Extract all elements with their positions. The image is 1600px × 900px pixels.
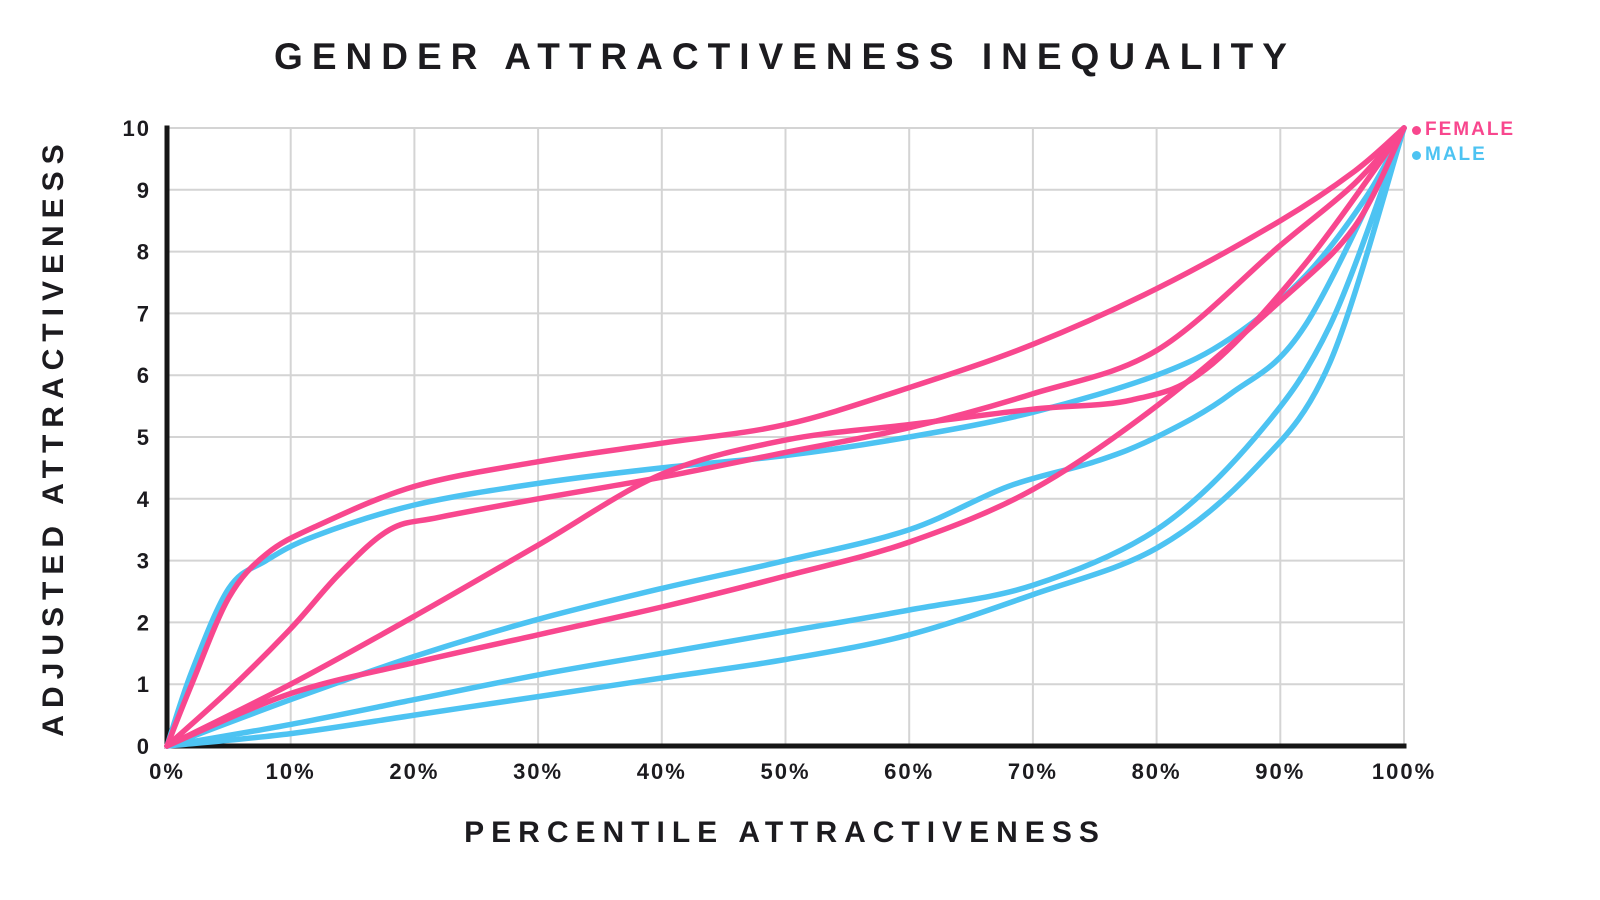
- x-tick-label: 90%: [1255, 759, 1305, 784]
- x-tick-label: 70%: [1008, 759, 1058, 784]
- x-tick-label: 10%: [266, 759, 316, 784]
- series-line-female-1: [164, 125, 1407, 749]
- y-tick-label: 0: [137, 734, 151, 759]
- legend-dot: [1412, 150, 1421, 160]
- legend-dot: [1412, 125, 1421, 135]
- y-tick-label: 2: [137, 610, 151, 635]
- y-tick-label: 1: [137, 672, 151, 697]
- x-tick-label: 30%: [513, 759, 563, 784]
- y-tick-label: 10: [123, 116, 151, 141]
- x-tick-label: 50%: [760, 759, 810, 784]
- chart-title: GENDER ATTRACTIVENESS INEQUALITY: [274, 36, 1296, 77]
- x-tick-label: 0%: [149, 759, 185, 784]
- y-tick-label: 6: [137, 363, 151, 388]
- series-line-male-4: [164, 125, 1407, 749]
- series-line-male-2: [164, 125, 1407, 749]
- series-line-female-4: [164, 125, 1407, 749]
- legend-label: MALE: [1425, 144, 1487, 165]
- legend: FEMALE MALE: [1412, 119, 1515, 166]
- series-line-female-2: [164, 125, 1407, 749]
- y-axis-label: ADJUSTED ATTRACTIVENESS: [37, 137, 70, 737]
- x-tick-label: 80%: [1132, 759, 1182, 784]
- y-tick-label: 7: [137, 301, 151, 326]
- x-tick-label: 100%: [1372, 759, 1436, 784]
- y-tick-label: 8: [137, 240, 151, 265]
- x-tick-label: 20%: [389, 759, 439, 784]
- y-tick-label: 4: [137, 487, 151, 512]
- x-axis-label: PERCENTILE ATTRACTIVENESS: [464, 816, 1106, 849]
- x-tick-label: 40%: [637, 759, 687, 784]
- series-line-male-3: [164, 125, 1407, 749]
- y-tick-label: 5: [137, 425, 151, 450]
- legend-item-female: FEMALE: [1412, 119, 1515, 141]
- series-group: [164, 125, 1407, 749]
- x-tick-label: 60%: [884, 759, 934, 784]
- y-tick-label: 9: [137, 178, 151, 203]
- y-tick-label: 3: [137, 549, 151, 574]
- legend-label: FEMALE: [1425, 119, 1516, 140]
- legend-item-male: MALE: [1412, 144, 1515, 166]
